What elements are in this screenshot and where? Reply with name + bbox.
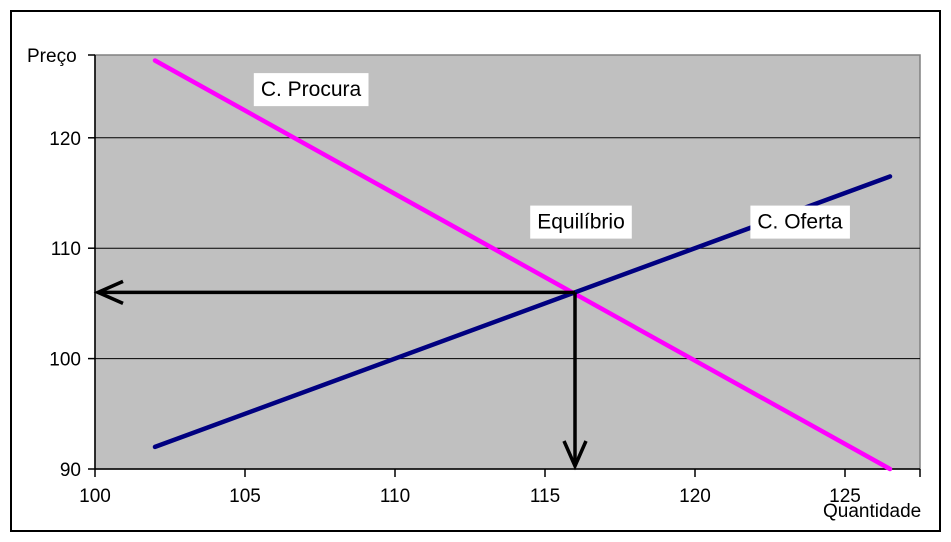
x-axis-ticks: 100 105 110 115 120 125: [79, 469, 921, 507]
x-tick-label-110: 110: [380, 486, 410, 507]
x-tick-label-125: 125: [829, 486, 861, 507]
x-axis-title: Quantidade: [823, 501, 921, 522]
x-tick-label-115: 115: [530, 486, 560, 507]
equilibrium-arrows: [93, 279, 588, 471]
x-tick-label-120: 120: [679, 486, 711, 507]
x-tick-label-105: 105: [229, 486, 261, 507]
y-tick-label-120: 120: [49, 129, 81, 150]
equilibrium-price-arrowhead: [93, 279, 124, 305]
annotations: C. Procura Equilíbrio C. Oferta: [253, 73, 850, 239]
annotation-label-1: Equilíbrio: [537, 211, 625, 234]
grid: [95, 137, 920, 360]
y-tick-label-110: 110: [51, 239, 81, 260]
annotation-box-0: [253, 73, 369, 107]
plot-area: [94, 54, 921, 470]
x-tick-label-100: 100: [79, 486, 111, 507]
y-tick-label-90: 90: [60, 460, 81, 481]
annotation-box-1: [530, 205, 632, 239]
y-axis-title: Preço: [27, 46, 77, 67]
annotation-0: C. Procura: [253, 73, 369, 107]
equilibrium-quantity-arrowhead: [562, 440, 588, 471]
annotation-box-2: [750, 205, 850, 239]
series-line-0: [152, 58, 893, 472]
annotation-1: Equilíbrio: [530, 205, 632, 239]
annotation-label-2: C. Oferta: [757, 211, 843, 234]
y-tick-label-100: 100: [49, 350, 81, 371]
y-axis-ticks: 90 100 110 120: [49, 54, 95, 481]
annotation-2: C. Oferta: [750, 205, 850, 239]
annotation-label-0: C. Procura: [261, 78, 362, 101]
